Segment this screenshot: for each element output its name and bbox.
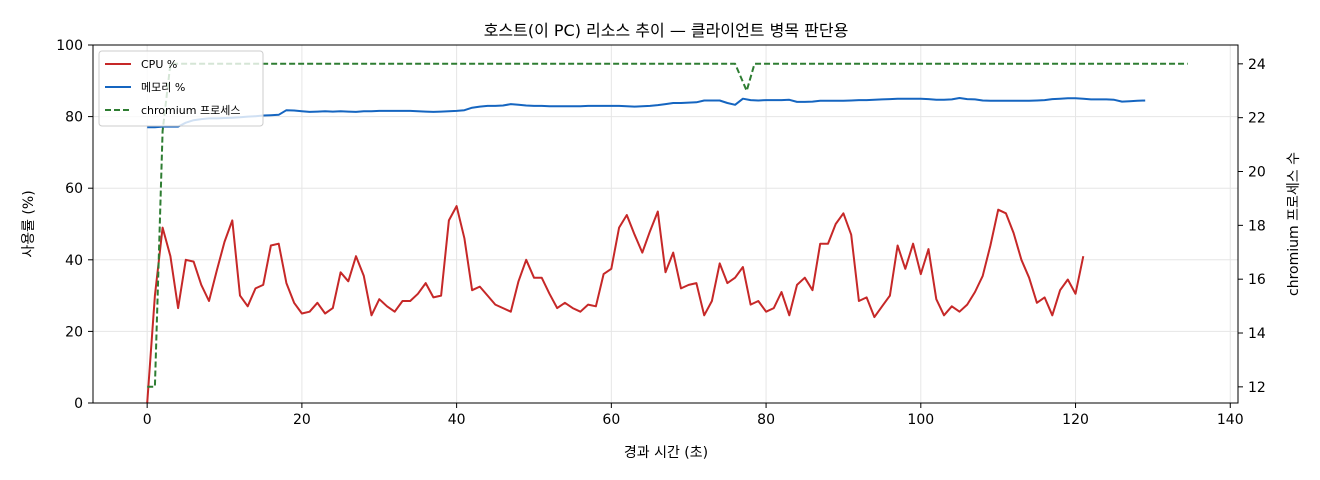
- y2-tick-label: 20: [1248, 165, 1266, 181]
- series-line: [147, 97, 1146, 129]
- chart-title: 호스트(이 PC) 리소스 추이 — 클라이언트 병목 판단용: [484, 21, 849, 40]
- x-tick-label: 100: [907, 412, 934, 428]
- x-axis-title: 경과 시간 (초): [624, 445, 708, 461]
- legend: CPU % 메모리 % chromium 프로세스: [98, 50, 264, 127]
- x-tick-label: 0: [143, 412, 152, 428]
- series-layer: [146, 62, 1188, 404]
- y2-tick-label: 18: [1248, 218, 1266, 234]
- y-tick-label: 60: [65, 181, 83, 197]
- x-tick-label: 40: [448, 412, 466, 428]
- y-tick-label: 80: [65, 110, 83, 126]
- legend-label: chromium 프로세스: [141, 104, 240, 117]
- y-tick-label: 100: [56, 38, 83, 54]
- series-line: [147, 62, 1188, 388]
- y-tick-label: 0: [74, 396, 83, 412]
- axes-layer: 0 20 40 60 80 100 120 140 0 20 40 60 80 100 12 14 16 18 20…: [56, 38, 1266, 428]
- y2-tick-label: 14: [1248, 326, 1266, 342]
- y2-tick-label: 24: [1248, 57, 1266, 73]
- y2-tick-label: 16: [1248, 272, 1266, 288]
- y-tick-label: 20: [65, 324, 83, 340]
- series-line: [146, 205, 1085, 404]
- y2-tick-label: 12: [1248, 380, 1266, 396]
- x-tick-label: 120: [1062, 412, 1089, 428]
- y2-axis-title: chromium 프로세스 수: [1286, 152, 1302, 296]
- x-tick-label: 20: [293, 412, 311, 428]
- x-tick-label: 60: [602, 412, 620, 428]
- y-tick-label: 40: [65, 253, 83, 269]
- legend-box: [98, 50, 264, 127]
- legend-label: CPU %: [141, 58, 177, 71]
- x-tick-label: 80: [757, 412, 775, 428]
- legend-label: 메모리 %: [141, 81, 185, 94]
- y-axis-title: 사용률 (%): [21, 190, 37, 257]
- y2-tick-label: 22: [1248, 111, 1266, 127]
- plot-frame: [92, 44, 1239, 404]
- x-tick-label: 140: [1217, 412, 1244, 428]
